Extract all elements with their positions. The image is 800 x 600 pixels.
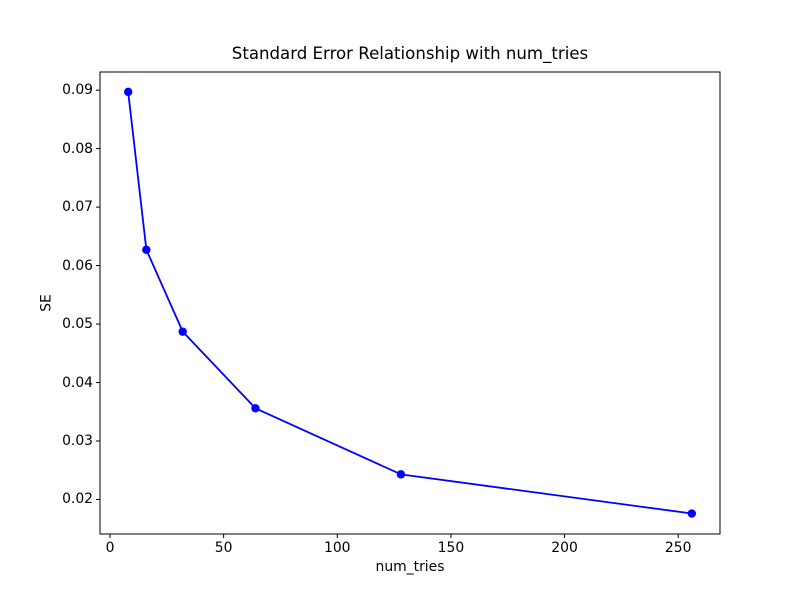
data-point-marker	[687, 509, 697, 518]
x-axis-label: num_tries	[375, 559, 445, 575]
x-tick-label: 250	[664, 540, 692, 556]
data-point-marker	[142, 245, 151, 254]
y-tick-label: 0.03	[62, 433, 93, 449]
y-tick-label: 0.04	[62, 374, 93, 391]
y-axis-label: SE	[38, 294, 55, 312]
chart-title: Standard Error Relationship with num_tri…	[231, 44, 589, 63]
plot-frame	[99, 71, 721, 535]
y-tick-label: 0.06	[62, 257, 93, 274]
data-point-marker	[178, 327, 187, 336]
y-tick-label: 0.09	[62, 82, 93, 99]
series-line	[127, 90, 693, 515]
y-tick-label: 0.07	[62, 199, 93, 216]
x-tick-label: 150	[437, 540, 465, 556]
data-point-marker	[396, 470, 406, 479]
x-tick-label: 0	[105, 540, 115, 556]
y-tick-label: 0.05	[62, 316, 93, 333]
x-tick-label: 200	[551, 540, 578, 556]
data-point-marker	[123, 87, 133, 97]
data-point-marker	[251, 404, 260, 413]
x-tick-label: 100	[324, 540, 351, 556]
y-tick-label: 0.08	[62, 140, 93, 157]
x-tick-label: 50	[214, 540, 233, 556]
y-tick-label: 0.02	[62, 491, 93, 508]
